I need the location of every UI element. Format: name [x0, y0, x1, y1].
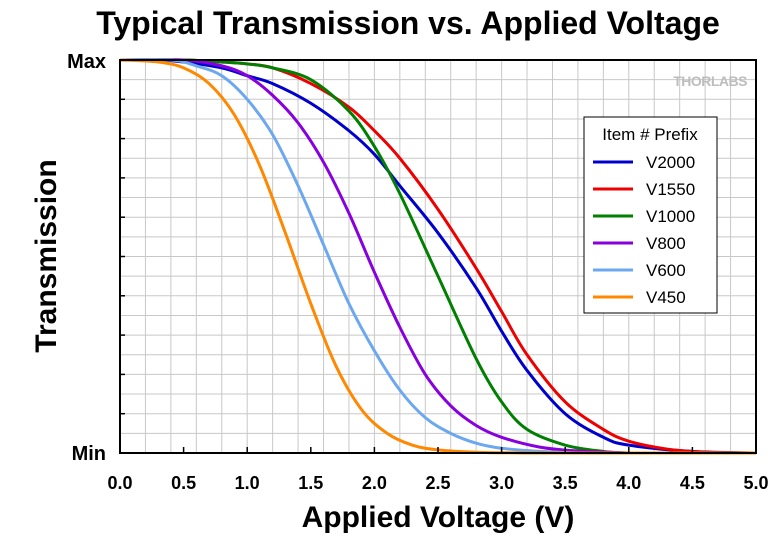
x-tick-label: 5.0: [743, 473, 768, 493]
x-tick-label: 0.5: [171, 473, 196, 493]
legend-label-v600: V600: [646, 261, 686, 280]
legend-label-v1000: V1000: [646, 207, 695, 226]
y-tick-label-max: Max: [67, 51, 106, 73]
x-tick-label: 3.5: [553, 473, 578, 493]
series-line-v800: [119, 58, 756, 455]
x-tick-label: 2.5: [425, 473, 450, 493]
x-tick-label: 0.0: [107, 473, 132, 493]
y-axis-title: Transmission: [30, 159, 63, 352]
x-tick-label: 3.0: [489, 473, 514, 493]
series-line-v2000: [119, 58, 757, 455]
legend-title: Item # Prefix: [602, 125, 698, 144]
legend-items: V2000 V1550 V1000 V800 V600 V450: [593, 153, 695, 307]
thorlabs-logo: THORLABS: [673, 73, 747, 89]
legend-label-v800: V800: [646, 234, 686, 253]
x-axis-title: Applied Voltage (V): [302, 501, 575, 534]
legend-label-v2000: V2000: [646, 153, 695, 172]
series-line-v600: [119, 58, 756, 455]
x-tick-label: 1.0: [235, 473, 260, 493]
x-tick-label: 1.5: [298, 473, 323, 493]
series-lines: [119, 58, 757, 455]
x-tick-label: 2.0: [362, 473, 387, 493]
chart-title: Typical Transmission vs. Applied Voltage: [96, 5, 720, 41]
legend-label-v450: V450: [646, 288, 686, 307]
x-tick-label: 4.5: [680, 473, 705, 493]
legend-label-v1550: V1550: [646, 180, 695, 199]
x-tick-label: 4.0: [616, 473, 641, 493]
y-tick-label-min: Min: [72, 443, 106, 465]
series-line-v1000: [119, 58, 756, 455]
legend: Item # Prefix V2000 V1550 V1000 V800 V600 V45…: [583, 116, 718, 314]
x-tick-labels: 0.0 0.5 1.0 1.5 2.0 2.5 3.0 3.5 4.0 4.5 5.0: [107, 447, 769, 493]
series-line-v450: [119, 58, 756, 455]
